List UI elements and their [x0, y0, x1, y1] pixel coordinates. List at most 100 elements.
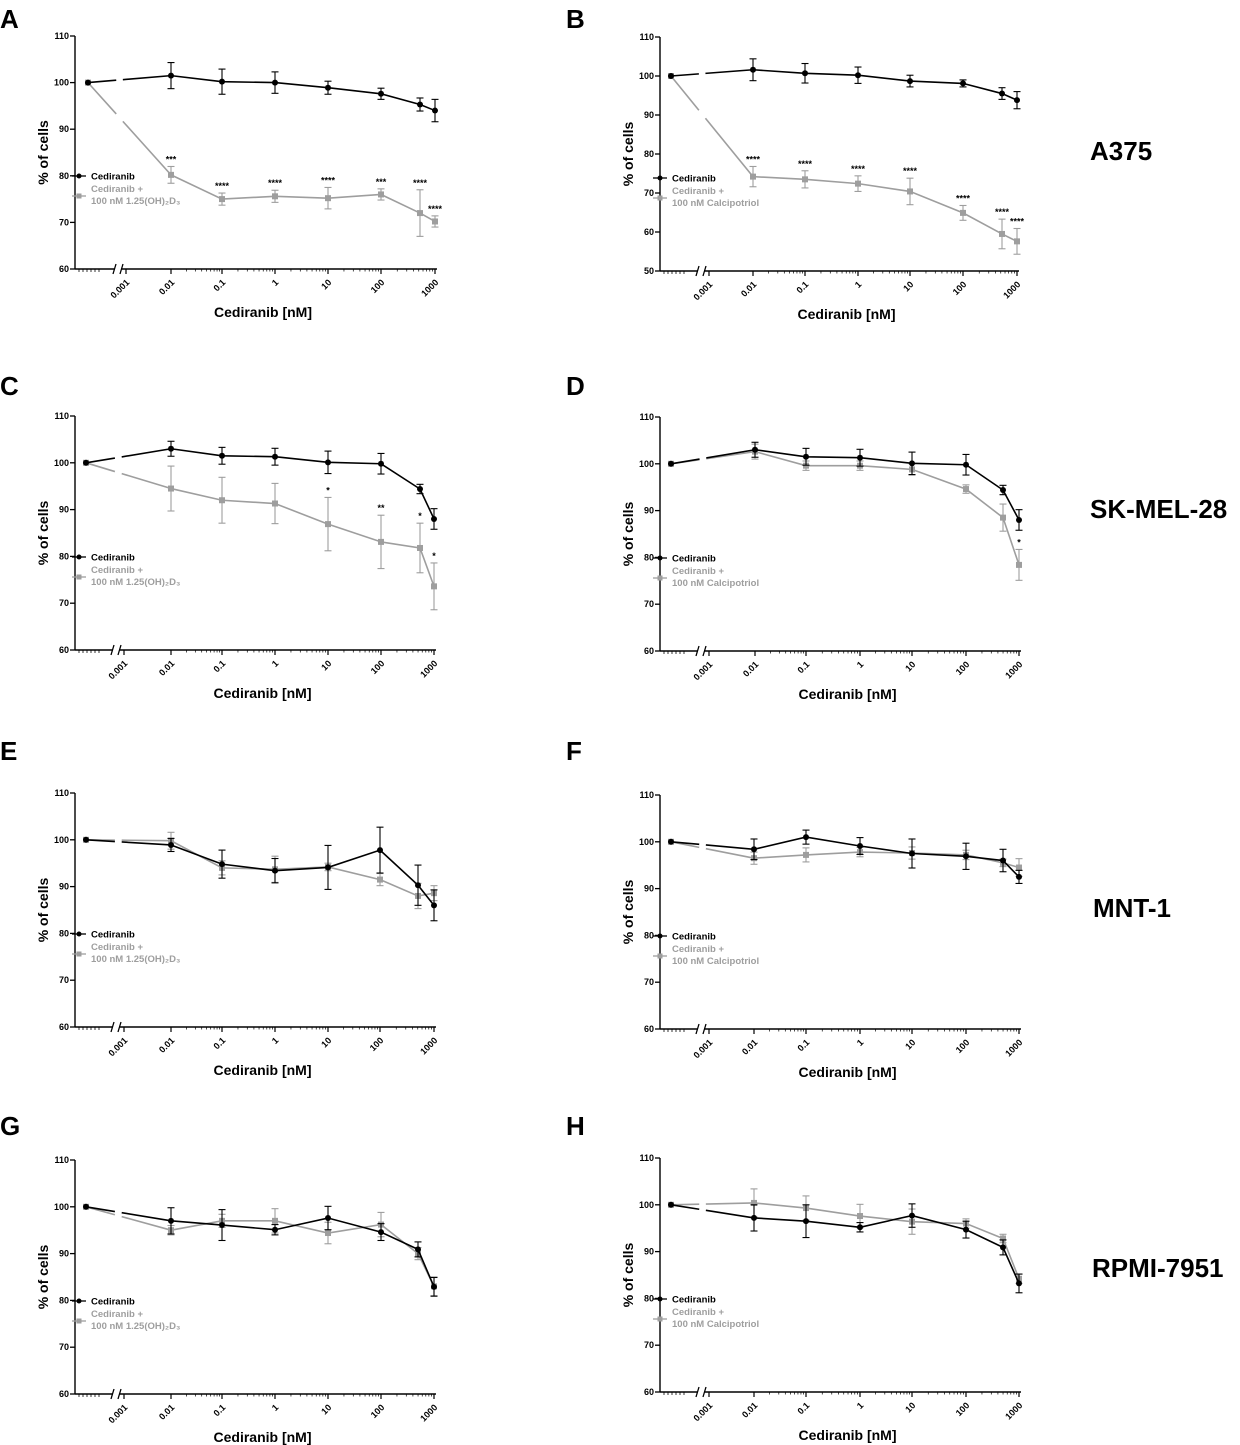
series-cediranib [668, 1201, 1023, 1294]
y-tick-label: 100 [54, 458, 69, 468]
data-point-circle [272, 453, 278, 460]
series-line-segment [670, 1204, 700, 1211]
data-point-circle [431, 515, 437, 522]
x-tick-label: 0.001 [106, 1402, 129, 1425]
data-point-circle [803, 453, 809, 460]
x-tick-label: 0.01 [157, 1402, 176, 1421]
legend-label-cediranib: Cediranib [672, 932, 716, 943]
legend-marker-combination [76, 574, 82, 580]
data-point-circle [83, 1203, 89, 1210]
data-point-square [963, 486, 969, 493]
series-line-segment [85, 1206, 116, 1213]
data-point-circle [168, 1217, 174, 1224]
data-point-circle [378, 90, 384, 97]
panel-letter: C [0, 371, 19, 401]
y-tick-label: 100 [54, 1202, 69, 1212]
x-axis-title: Cediranib [nM] [799, 1427, 897, 1443]
data-point-square [272, 1217, 278, 1224]
x-tick-label: 1000 [418, 1035, 439, 1056]
legend-marker-combination [76, 1318, 82, 1324]
data-point-square [417, 544, 423, 551]
significance-stars: ** [377, 503, 385, 513]
legend-label-combination-line2: 100 nM 1.25(OH)₂D₃ [91, 196, 180, 207]
significance-stars: * [326, 485, 330, 495]
data-point-circle [668, 1201, 674, 1208]
data-point-circle [1016, 1280, 1022, 1287]
data-point-circle [668, 73, 674, 79]
data-point-circle [431, 902, 437, 909]
significance-stars: * [1017, 537, 1021, 547]
x-tick-label: 0.1 [211, 658, 227, 674]
data-point-circle [803, 1218, 809, 1225]
x-tick-label: 0.01 [157, 658, 176, 677]
legend-label-combination-line2: 100 nM Calcipotriol [672, 198, 759, 209]
data-point-circle [415, 1246, 421, 1253]
series-line-segment [121, 447, 172, 458]
y-axis-title: % of cells [620, 880, 636, 945]
series-line [753, 1214, 1020, 1284]
series-line-segment [87, 79, 117, 84]
y-tick-label: 60 [644, 227, 654, 237]
series-line-segment [85, 457, 116, 464]
legend-marker-combination [657, 953, 663, 959]
x-axis-break-mark [110, 644, 115, 656]
x-tick-label: 0.1 [794, 279, 810, 295]
data-point-circle [1014, 97, 1020, 104]
y-tick-label: 80 [59, 171, 69, 181]
significance-stars: *** [166, 154, 177, 164]
series-line-segment [706, 448, 756, 459]
cell-line-label-a375: A375 [1090, 136, 1152, 166]
legend-marker-combination [657, 575, 663, 581]
y-tick-label: 90 [59, 1249, 69, 1259]
data-point-circle [751, 846, 757, 853]
x-tick-label: 0.001 [691, 279, 714, 302]
data-point-circle [415, 882, 421, 889]
series-line-segment [122, 74, 172, 81]
y-tick-label: 90 [644, 506, 654, 516]
series-cediranib [85, 62, 439, 123]
legend-label-cediranib: Cediranib [91, 1297, 135, 1308]
legend-label-combination-line1: Cediranib + [672, 566, 724, 577]
series-line-segment [121, 472, 172, 490]
x-tick-label: 0.001 [108, 277, 131, 300]
data-point-circle [752, 446, 758, 453]
data-point-circle [999, 90, 1005, 97]
significance-stars: **** [956, 193, 971, 203]
x-tick-label: 10 [903, 1400, 917, 1414]
x-tick-label: 1000 [419, 277, 440, 298]
significance-stars: **** [413, 178, 428, 188]
data-point-circle [377, 847, 383, 854]
series-line-segment [87, 82, 117, 115]
y-tick-label: 80 [644, 930, 654, 940]
y-tick-label: 100 [54, 835, 69, 845]
panel-letter: H [566, 1111, 585, 1141]
legend-label-combination-line1: Cediranib + [91, 565, 143, 576]
data-point-square [432, 218, 438, 225]
data-point-circle [1000, 857, 1006, 864]
y-tick-label: 70 [644, 977, 654, 987]
legend-label-cediranib: Cediranib [672, 1295, 716, 1306]
legend-label-combination-line2: 100 nM 1.25(OH)₂D₃ [91, 954, 180, 965]
data-point-circle [417, 101, 423, 108]
data-point-circle [1000, 1244, 1006, 1251]
data-point-square [857, 1213, 863, 1220]
series-line [170, 1217, 435, 1288]
series-line [170, 74, 436, 112]
y-tick-label: 110 [639, 32, 654, 42]
y-axis-title: % of cells [620, 122, 636, 187]
significance-stars: *** [376, 177, 387, 187]
x-tick-label: 1 [270, 1035, 281, 1046]
series-cediranib [668, 58, 1021, 110]
series-line-segment [670, 75, 700, 111]
x-axis-break-mark [695, 1386, 700, 1398]
series-cediranib [83, 440, 438, 530]
series-line [170, 174, 436, 223]
x-tick-label: 1000 [1001, 279, 1022, 300]
data-point-square [272, 500, 278, 507]
data-point-circle [751, 1214, 757, 1221]
